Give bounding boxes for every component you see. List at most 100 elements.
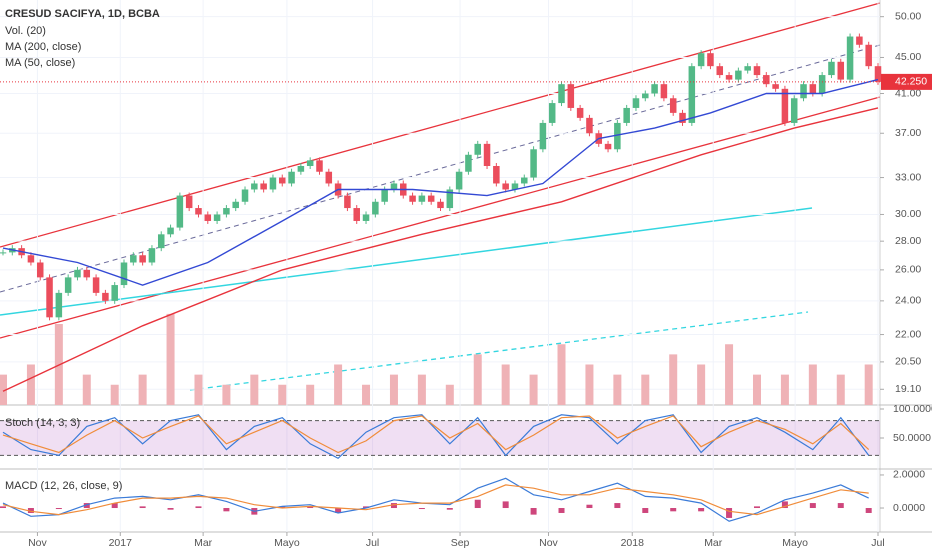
candle [465,154,472,172]
volume-bar [138,374,147,405]
macd-histogram-bar [279,506,286,509]
candle [213,214,221,221]
layer-marks [0,33,882,522]
x-tick-label: Mar [704,537,723,549]
candle [474,143,481,155]
last-price-tag [881,73,932,90]
volume-bar [557,344,566,405]
volume-bar [389,374,398,405]
candle [176,195,184,228]
candle [74,269,81,278]
trend-line-dashed [189,311,809,391]
y-tick-label: 100.0000 [893,403,932,415]
candle [437,201,444,209]
moving-average [2,78,879,286]
volume-bar [110,384,119,405]
macd-histogram-bar [474,499,481,509]
candle [818,75,826,94]
volume-bar [725,344,734,405]
y-tick-label: 28.00 [895,235,921,247]
candle [92,277,100,293]
candle [195,208,202,215]
candle [735,70,742,80]
candle [483,143,491,166]
candle [0,252,7,254]
macd-histogram-bar [558,508,565,513]
candle [381,189,388,202]
y-tick-label: 19.10 [895,383,921,395]
y-tick-label: 50.00 [895,10,921,22]
candle [837,61,845,80]
candle [744,66,751,71]
candle [800,84,807,99]
candle [586,117,593,134]
candle [576,107,584,118]
macd-histogram-bar [418,508,425,510]
volume-bar [26,364,35,405]
stoch-line [2,414,870,460]
candle [269,177,277,190]
macd-histogram-bar [837,503,844,509]
candle [772,84,779,89]
candle [697,53,705,67]
macd-histogram-bar [111,503,118,509]
macd-histogram-bar [167,508,174,510]
candle [642,93,649,99]
candle [688,66,696,123]
candle [781,88,789,123]
y-tick-label: 24.00 [895,295,921,307]
volume-bar [780,374,789,405]
y-tick-label: 33.00 [895,171,921,183]
macd-histogram-bar [27,508,34,513]
volume-bar [250,374,259,405]
macd-histogram-bar [726,508,733,518]
candle [763,75,770,85]
macd-histogram-bar [530,508,537,515]
candle [167,227,174,235]
candle [604,143,612,150]
candle [753,66,761,76]
candle [856,36,863,45]
volume-bar [473,354,482,405]
layer-bg [0,0,884,536]
candle [139,255,146,263]
y-tick-label: 26.00 [895,264,921,276]
macd-histogram-bar [781,501,788,509]
macd-line [2,477,869,522]
layer-labels: 19.10 20.50 22.00 24.00 26.00 28.00 30.00 33.00… [28,10,932,549]
candle [409,195,416,202]
volume-bar [445,384,454,405]
volume-bar [82,374,91,405]
candle [707,53,714,67]
y-tick-label: 50.0000 [893,432,931,444]
candle [297,165,305,172]
candle [260,183,267,190]
macd-histogram-bar [139,506,146,509]
candle [446,189,454,209]
candle [232,201,239,209]
candle [102,292,109,301]
candle [64,277,72,293]
candle [558,84,565,104]
y-tick-label: 2.0000 [893,469,925,481]
candle [828,61,835,76]
volume-bar [836,374,845,405]
y-tick-label: 37.00 [895,127,921,139]
candle [390,183,398,190]
trend-line [0,207,813,316]
legend-volume: Vol. (20) [5,25,46,37]
candle [46,277,53,318]
moving-average [2,107,879,392]
candle [36,262,44,278]
macd-line [2,484,869,516]
chart-title: CRESUD SACIFYA, 1D, BCBA [5,8,160,20]
macd-histogram-bar [809,503,816,509]
candle [846,36,854,80]
volume-bar [613,374,622,405]
candle [111,285,118,301]
candle [623,107,630,123]
candle [874,66,882,82]
candle [83,269,91,278]
